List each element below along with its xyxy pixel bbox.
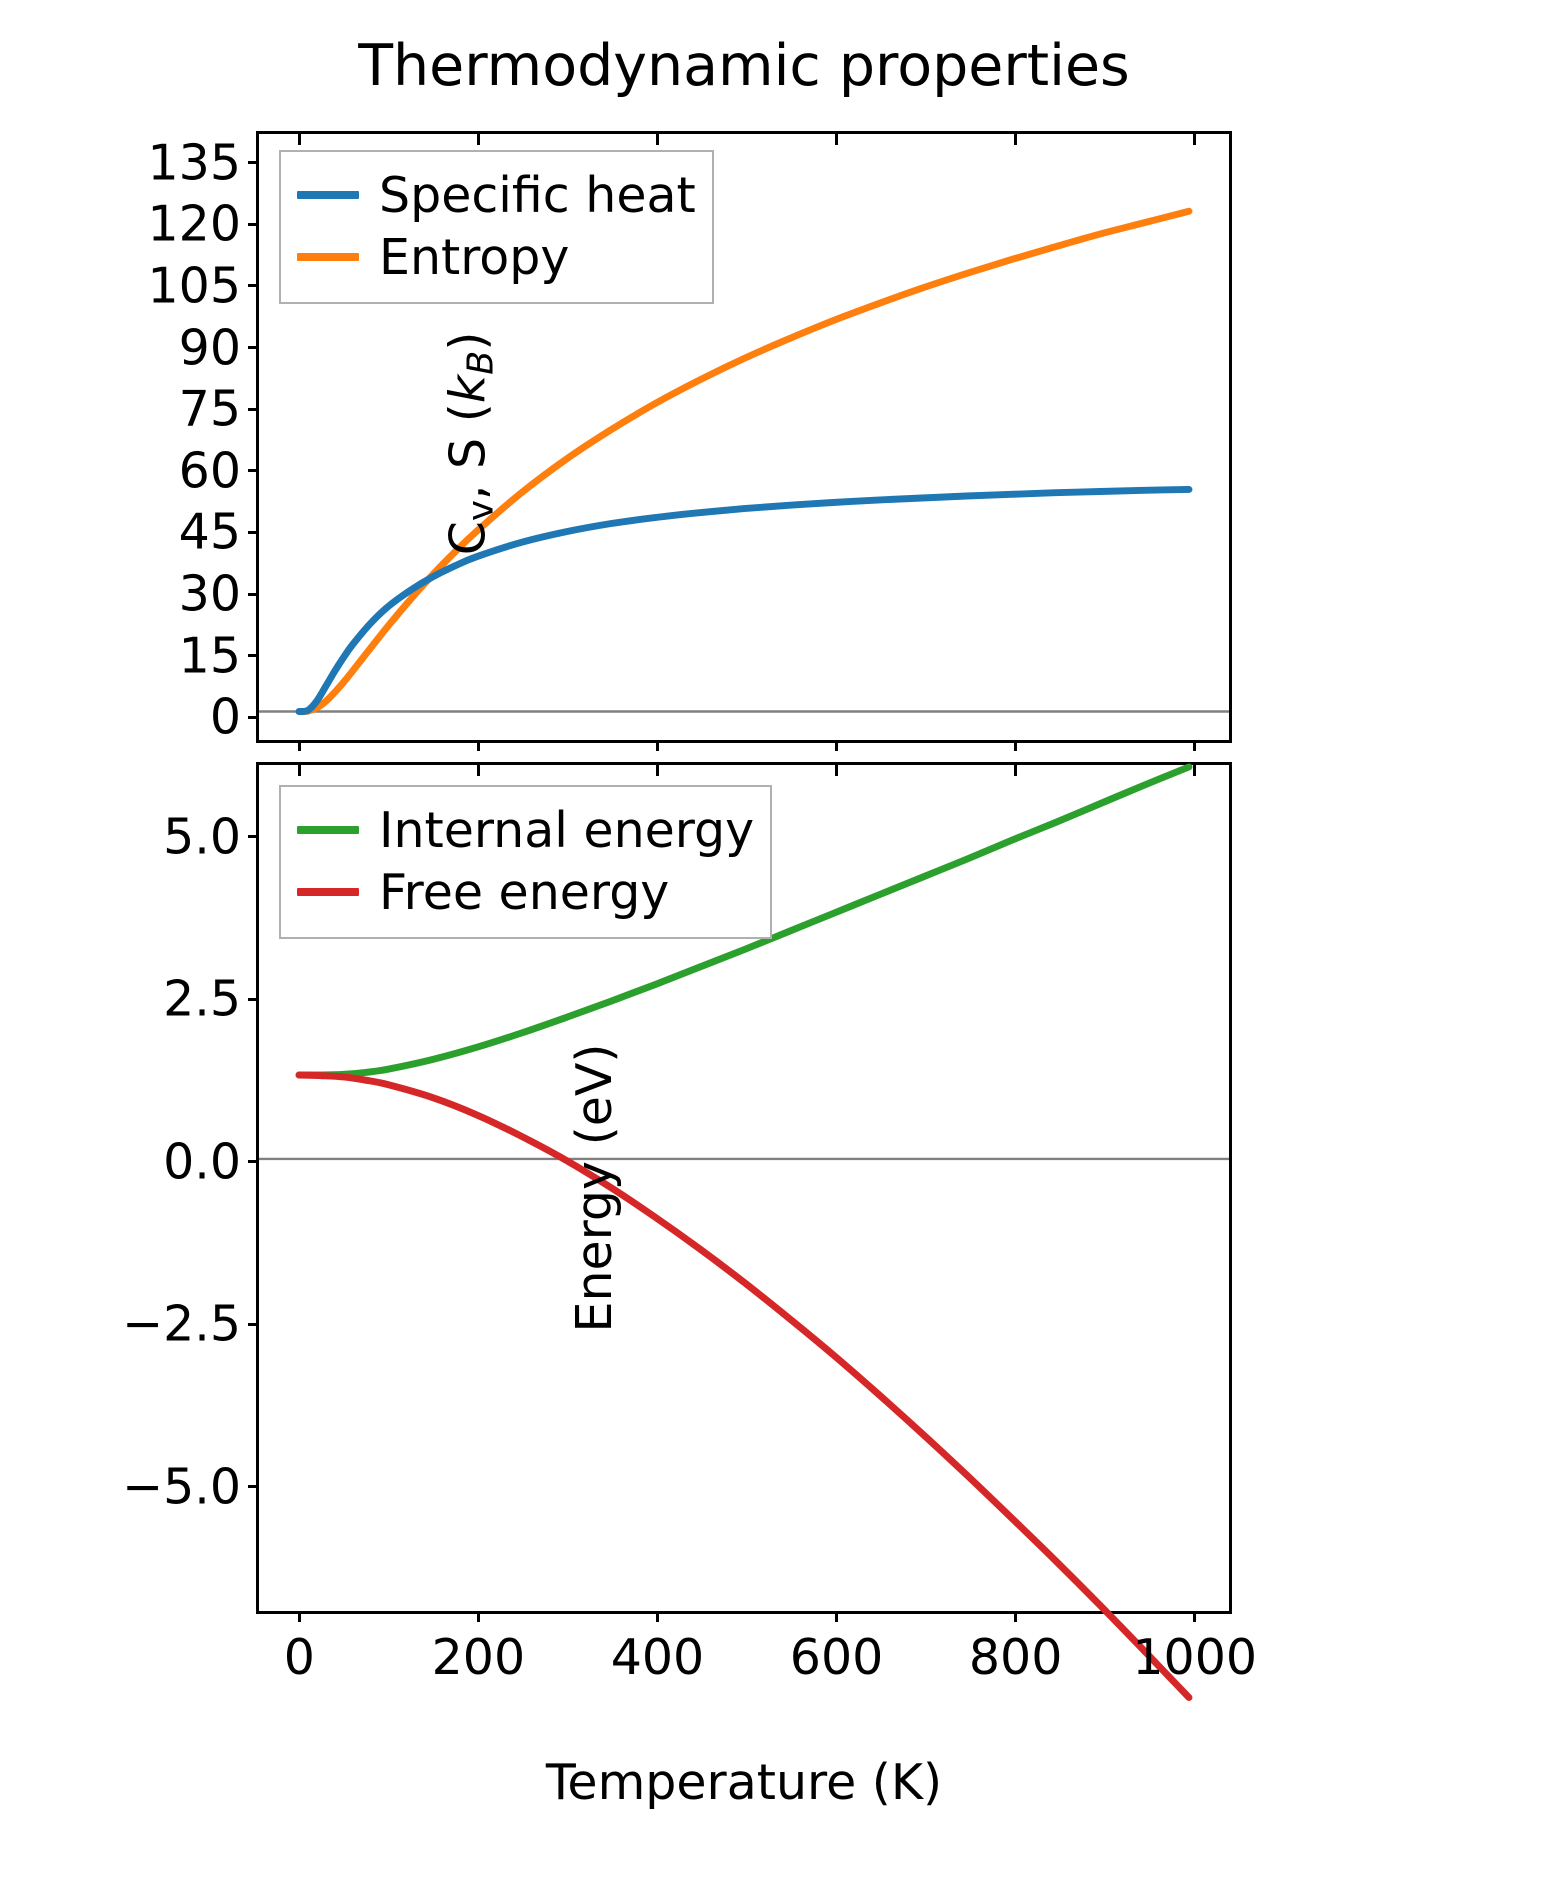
y-tick-label: 120 (147, 200, 241, 249)
x-tick-mark-top-spine (477, 765, 480, 776)
legend-swatch-internal-energy (297, 826, 359, 834)
ylabel-close-paren: ) (440, 332, 497, 351)
y-tick-label: 60 (179, 446, 241, 495)
ylabel-cv-subscript: v (460, 500, 501, 521)
x-tick-mark (477, 1611, 480, 1622)
legend-label-free-energy: Free energy (379, 868, 669, 917)
x-tick-mark (656, 1611, 659, 1622)
legend-swatch-entropy (297, 253, 359, 261)
x-tick-label: 400 (611, 1633, 705, 1682)
y-tick-label: 45 (179, 508, 241, 557)
legend-item-specific-heat[interactable]: Specific heat (297, 164, 696, 226)
axes-top-panel: 0153045607590105120135 Cv, S (kB) Specif… (256, 131, 1232, 743)
y-tick-label: 30 (179, 570, 241, 619)
x-axis-label: Temperature (K) (256, 1755, 1232, 1811)
y-tick-mark (248, 998, 259, 1001)
ylabel-k-subscript: B (460, 351, 501, 375)
y-tick-mark (248, 1160, 259, 1163)
y-tick-mark (248, 223, 259, 226)
y-tick-label: 135 (147, 138, 241, 187)
y-tick-label: 90 (179, 323, 241, 372)
x-tick-mark-top-spine (656, 765, 659, 776)
legend-bottom-panel[interactable]: Internal energy Free energy (279, 785, 772, 939)
x-tick-label: 600 (790, 1633, 884, 1682)
x-tick-mark-top-spine (1193, 134, 1196, 145)
x-tick-mark-top-spine (1014, 765, 1017, 776)
x-tick-label: 1000 (1132, 1633, 1257, 1682)
legend-item-free-energy[interactable]: Free energy (297, 861, 754, 923)
x-tick-mark-top-spine (1193, 765, 1196, 776)
x-tick-label: 200 (432, 1633, 526, 1682)
figure-canvas: Thermodynamic properties 015304560759010… (0, 0, 1565, 1901)
y-tick-label: 105 (147, 261, 241, 310)
legend-item-internal-energy[interactable]: Internal energy (297, 799, 754, 861)
legend-label-internal-energy: Internal energy (379, 806, 754, 855)
legend-swatch-specific-heat (297, 191, 359, 199)
y-tick-mark (248, 716, 259, 719)
y-tick-label: 75 (179, 385, 241, 434)
x-tick-mark (656, 740, 659, 751)
series-line-specific-heat (299, 489, 1189, 711)
legend-item-entropy[interactable]: Entropy (297, 226, 696, 288)
x-tick-mark (835, 740, 838, 751)
x-tick-mark-top-spine (298, 134, 301, 145)
x-tick-mark (1014, 1611, 1017, 1622)
y-tick-mark (248, 531, 259, 534)
x-tick-label: 800 (969, 1633, 1063, 1682)
y-tick-label: 5.0 (163, 812, 241, 861)
ylabel-cv-text: C (440, 521, 497, 555)
x-tick-mark-top-spine (1014, 134, 1017, 145)
y-tick-label: 2.5 (163, 975, 241, 1024)
x-tick-mark-top-spine (656, 134, 659, 145)
x-tick-mark-top-spine (835, 134, 838, 145)
x-tick-label: 0 (284, 1633, 315, 1682)
y-tick-mark (248, 284, 259, 287)
ylabel-mid-text: , S ( (440, 403, 497, 500)
axes-bottom-panel: −5.0−2.50.02.55.0 02004006008001000 Ener… (256, 762, 1232, 1614)
y-tick-label: 0.0 (163, 1137, 241, 1186)
legend-label-entropy: Entropy (379, 233, 569, 282)
x-tick-mark (1193, 1611, 1196, 1622)
legend-top-panel[interactable]: Specific heat Entropy (279, 150, 714, 304)
ylabel-k-text: k (440, 375, 497, 403)
x-tick-mark (298, 740, 301, 751)
y-tick-mark (248, 654, 259, 657)
figure-title: Thermodynamic properties (256, 34, 1232, 98)
x-tick-mark (298, 1611, 301, 1622)
y-tick-mark (248, 593, 259, 596)
legend-swatch-free-energy (297, 888, 359, 896)
y-tick-label: 0 (210, 693, 241, 742)
y-tick-mark (248, 346, 259, 349)
y-tick-mark (248, 469, 259, 472)
x-tick-mark (1014, 740, 1017, 751)
x-tick-mark-top-spine (835, 765, 838, 776)
y-tick-label: −2.5 (122, 1300, 241, 1349)
y-tick-mark (248, 161, 259, 164)
x-tick-mark-top-spine (298, 765, 301, 776)
series-line-free-energy (299, 1075, 1189, 1698)
y-tick-mark (248, 1485, 259, 1488)
y-tick-mark (248, 1323, 259, 1326)
x-tick-mark (1193, 740, 1196, 751)
x-tick-mark (835, 1611, 838, 1622)
y-tick-mark (248, 835, 259, 838)
y-tick-mark (248, 408, 259, 411)
y-tick-label: 15 (179, 631, 241, 680)
legend-label-specific-heat: Specific heat (379, 171, 696, 220)
y-tick-label: −5.0 (122, 1462, 241, 1511)
